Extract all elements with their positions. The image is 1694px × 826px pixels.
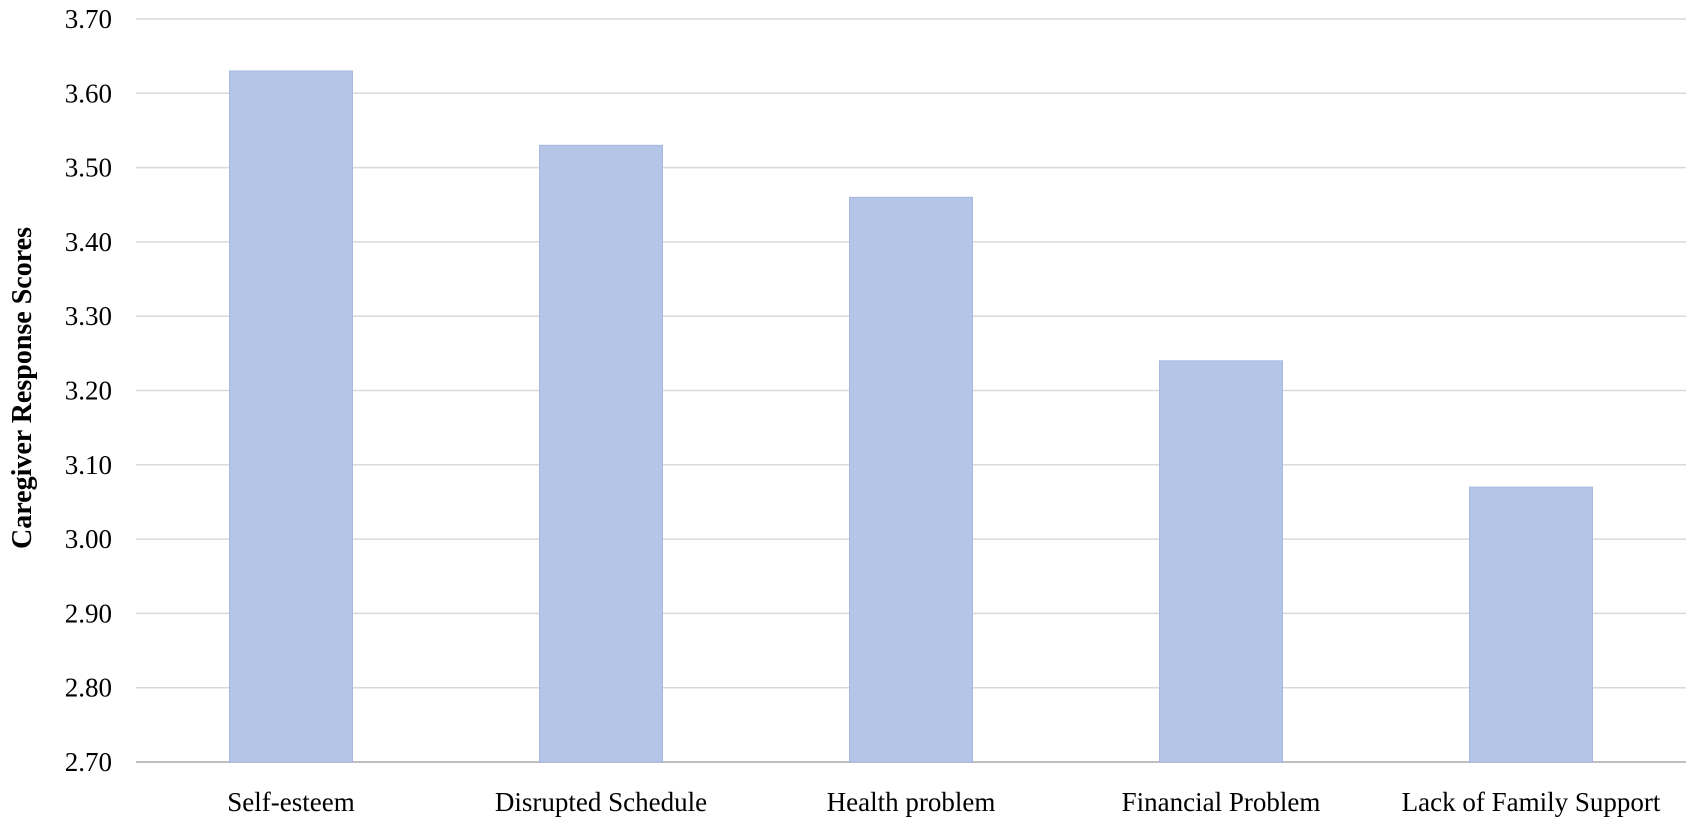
x-category-label: Lack of Family Support — [1402, 787, 1661, 817]
x-axis-categories: Self-esteem Disrupted Schedule Health prob… — [227, 787, 1661, 817]
y-tick-label: 3.40 — [65, 227, 112, 257]
y-tick-label: 3.70 — [65, 4, 112, 34]
y-axis-ticks: 2.70 2.80 2.90 3.00 3.10 3.20 3.30 3.40 3.50 3.60… — [65, 4, 112, 777]
bar-disrupted-schedule — [539, 144, 663, 763]
y-tick-label: 3.50 — [65, 153, 112, 183]
y-tick-label: 3.60 — [65, 78, 112, 108]
y-tick-label: 3.00 — [65, 524, 112, 554]
y-tick-label: 2.70 — [65, 747, 112, 777]
x-category-label: Financial Problem — [1122, 787, 1321, 817]
bar-self-esteem — [229, 70, 353, 763]
bar-financial-problem — [1159, 360, 1283, 763]
y-tick-label: 3.10 — [65, 450, 112, 480]
y-tick-label: 3.20 — [65, 376, 112, 406]
y-tick-label: 2.90 — [65, 598, 112, 628]
x-category-label: Disrupted Schedule — [495, 787, 707, 817]
y-tick-label: 2.80 — [65, 673, 112, 703]
bar-health-problem — [849, 196, 973, 763]
bar-lack-of-family-support — [1469, 486, 1593, 763]
y-tick-label: 3.30 — [65, 301, 112, 331]
bars — [229, 70, 1593, 763]
x-category-label: Health problem — [827, 787, 996, 817]
y-axis-title: Caregiver Response Scores — [7, 227, 38, 549]
x-category-label: Self-esteem — [227, 787, 354, 817]
